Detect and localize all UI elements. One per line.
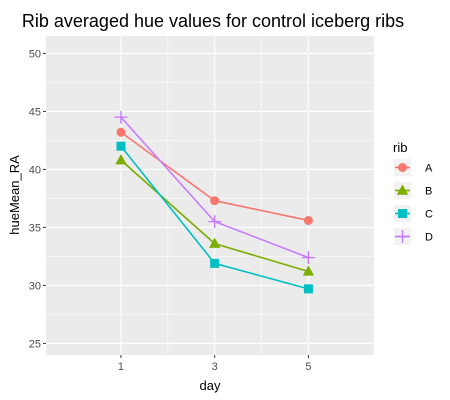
data-point-b-3: [208, 237, 221, 248]
legend-item-d: D: [394, 228, 433, 245]
y-tick-label: 50: [29, 48, 41, 60]
y-axis: 25 30 35 40 45 50: [29, 48, 46, 350]
y-tick-label: 35: [29, 222, 41, 234]
legend-item-a: A: [394, 159, 433, 176]
x-tick-label: 3: [212, 361, 218, 373]
data-point-c-1: [116, 141, 126, 151]
chart-title: Rib averaged hue values for control iceb…: [22, 11, 404, 31]
legend-title: rib: [393, 140, 407, 155]
data-point-c-3: [210, 258, 220, 268]
major-gridlines: [46, 36, 374, 355]
series-points: [114, 110, 315, 294]
data-point-d-1: [114, 110, 128, 124]
data-point-d-5: [301, 251, 315, 265]
legend-item-b: B: [394, 182, 432, 199]
legend-label-d: D: [425, 232, 433, 244]
data-point-c-5: [303, 284, 313, 294]
data-point-d-3: [208, 215, 222, 229]
y-tick-label: 30: [29, 280, 41, 292]
y-axis-title: hueMean_RA: [7, 155, 22, 235]
data-point-b-5: [302, 265, 315, 276]
y-tick-label: 40: [29, 164, 41, 176]
x-axis: 1 3 5: [118, 355, 311, 373]
legend-item-c: C: [394, 205, 433, 222]
legend-key-marker-b: [396, 184, 409, 195]
data-point-a-3: [210, 196, 220, 206]
y-tick-label: 45: [29, 106, 41, 118]
legend-key-marker-c: [398, 209, 407, 218]
legend-label-c: C: [425, 209, 433, 221]
data-point-a-1: [116, 127, 126, 137]
data-point-a-5: [303, 215, 313, 225]
x-tick-label: 5: [305, 361, 311, 373]
legend-label-a: A: [425, 163, 433, 175]
minor-gridlines: [46, 36, 374, 355]
x-axis-title: day: [200, 378, 221, 393]
legend-key-marker-d: [396, 230, 409, 243]
plot-panel: [46, 36, 374, 355]
data-point-b-1: [115, 154, 127, 165]
legend-label-b: B: [425, 186, 432, 198]
legend-key-marker-a: [398, 163, 407, 172]
y-tick-label: 25: [29, 338, 41, 350]
x-tick-label: 1: [118, 361, 124, 373]
